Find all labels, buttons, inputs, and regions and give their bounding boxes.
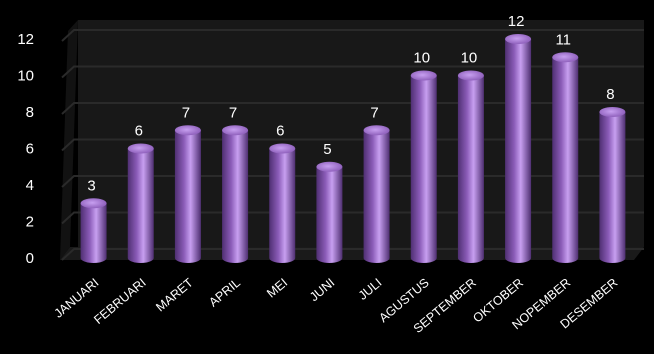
gridline <box>61 65 644 79</box>
bar-mei <box>269 143 296 263</box>
bar-body <box>127 148 154 263</box>
bar-top <box>363 125 390 136</box>
bar-desember <box>599 107 626 263</box>
x-tick-label: JULI <box>356 276 385 303</box>
y-tick-label: 0 <box>26 250 34 267</box>
gridline <box>61 29 644 42</box>
bar-top <box>269 143 296 154</box>
bar-maret <box>174 125 201 263</box>
x-tick-label: JUNI <box>307 276 337 305</box>
bar-top <box>599 107 626 117</box>
data-label: 10 <box>461 50 478 67</box>
y-tick-label: 10 <box>17 68 34 85</box>
x-tick-label: APRIL <box>206 276 243 310</box>
x-tick-label: MEI <box>264 276 290 301</box>
bar-top <box>127 143 154 154</box>
bar-nopember <box>552 52 579 263</box>
data-label: 6 <box>276 123 284 140</box>
back-wall <box>78 20 644 247</box>
y-tick-label: 2 <box>26 214 34 231</box>
bar-januari <box>80 198 107 263</box>
gridline <box>61 102 644 115</box>
bar-body <box>80 203 107 263</box>
bar-body <box>222 130 249 263</box>
data-label: 8 <box>606 86 614 103</box>
gridline <box>61 175 644 188</box>
y-tick-label: 4 <box>26 177 34 194</box>
bar-oktober <box>505 34 532 263</box>
bar-body <box>505 39 532 263</box>
y-tick-label: 6 <box>26 141 34 158</box>
bar-body <box>363 130 390 263</box>
bar-body <box>174 130 201 263</box>
bar-top <box>174 125 201 136</box>
bar-agustus <box>410 70 437 263</box>
bar-body <box>269 148 296 263</box>
y-tick-label: 8 <box>26 104 34 121</box>
data-label: 7 <box>370 104 378 121</box>
floor <box>60 247 644 260</box>
bar-september <box>457 70 484 263</box>
bar-top <box>80 198 107 209</box>
bar-juni <box>316 161 343 263</box>
y-tick-label: 12 <box>17 31 34 48</box>
bar-top <box>410 70 437 81</box>
gridline <box>61 211 644 225</box>
data-label: 3 <box>87 177 95 194</box>
data-label: 12 <box>508 13 525 30</box>
bar-top <box>222 125 249 136</box>
data-label: 7 <box>182 104 190 121</box>
data-label: 11 <box>555 31 571 48</box>
bar-body <box>457 75 484 263</box>
gridline <box>61 248 644 261</box>
data-label: 7 <box>229 104 237 121</box>
bar-body <box>316 166 343 263</box>
bar-body <box>552 57 579 263</box>
bar-top <box>552 52 579 63</box>
x-tick-label: FEBRUARI <box>91 276 148 327</box>
data-label: 10 <box>413 50 430 67</box>
bar-juli <box>363 125 390 263</box>
bar-top <box>457 70 484 81</box>
side-wall <box>60 20 78 260</box>
data-label: 5 <box>323 141 331 158</box>
bar-body <box>599 112 626 263</box>
data-label: 6 <box>135 123 143 140</box>
bar-april <box>222 125 249 263</box>
x-tick-label: MARET <box>153 275 196 314</box>
bar-top <box>316 161 343 172</box>
gridline <box>61 138 644 152</box>
bar-top <box>505 34 532 44</box>
bar-body <box>410 75 437 263</box>
bar-februari <box>127 143 154 263</box>
